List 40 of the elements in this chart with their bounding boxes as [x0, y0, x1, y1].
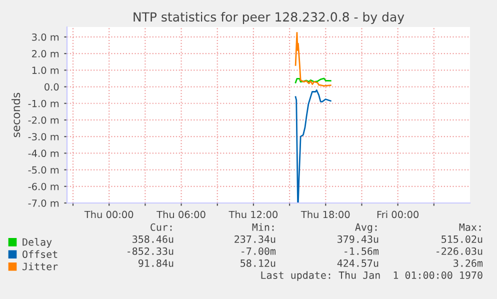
text: Last update: Thu Jan 1 01:00:00 1970 [261, 271, 482, 281]
text: Max: [459, 223, 481, 231]
y-tick-label: -1.0 m [28, 100, 59, 108]
text: Avg: [355, 223, 377, 233]
text: 379.43u [338, 235, 378, 243]
line-series [294, 89, 332, 203]
text: 424.57u [337, 259, 378, 267]
y-tick-label: -2.0 m [28, 116, 59, 124]
text: 91.84u [138, 259, 174, 267]
line-series [294, 32, 332, 87]
x-tick-label: Thu 18:00 [300, 210, 350, 218]
text: 515.02u [442, 235, 482, 243]
y-tick-label: -6.0 m [28, 182, 59, 190]
text: 58.12u [240, 259, 276, 267]
y-axis-title: seconds [12, 92, 20, 138]
legend-label: Offset [22, 250, 58, 258]
x-tick-label: Thu 06:00 [156, 210, 206, 218]
y-tick-label: -3.0 m [28, 133, 59, 140]
y-tick-label: -7.0 m [28, 199, 59, 207]
text: -226.03u [436, 247, 482, 255]
text: Min: [252, 223, 274, 231]
text: Cur: [150, 223, 172, 231]
text: -7.00m [242, 247, 276, 255]
legend-label: Delay [22, 238, 52, 248]
y-tick-label: 2.0 m [32, 50, 59, 58]
text: 3.26m [454, 259, 483, 267]
x-tick-label: Thu 00:00 [84, 210, 134, 218]
y-tick-label: -5.0 m [28, 166, 59, 174]
x-tick-label: Thu 12:00 [228, 210, 278, 218]
y-tick-label: -4.0 m [28, 150, 59, 158]
y-tick-label: 1.0 m [32, 66, 59, 74]
text: 358.46u [132, 235, 174, 243]
text: 237.34u [234, 235, 276, 243]
text: -1.56m [344, 247, 379, 255]
legend-label: Jitter [22, 262, 58, 270]
y-tick-label: 0.0 [44, 83, 59, 91]
text: -852.33u [128, 247, 174, 255]
chart-title: NTP statistics for peer 128.232.0.8 - by day [134, 12, 404, 24]
y-tick-label: 3.0 m [32, 33, 59, 41]
x-tick-label: Fri 00:00 [377, 210, 419, 218]
